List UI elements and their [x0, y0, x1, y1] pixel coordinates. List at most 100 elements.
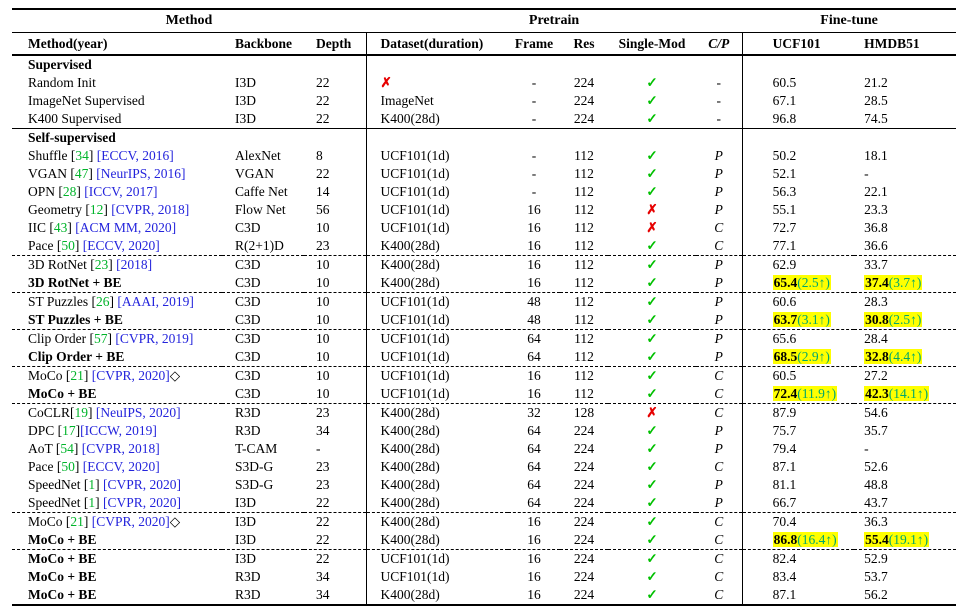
- cell-method: MoCo [21] [CVPR, 2020]◇: [12, 513, 222, 532]
- cell-single-mod: ✓: [608, 183, 696, 201]
- cell-hmdb51: 27.2: [864, 368, 888, 383]
- method-name-text: ]: [88, 405, 96, 420]
- cell-method: ST Puzzles + BE: [12, 311, 222, 330]
- cell-depth: 22: [316, 166, 330, 181]
- venue-link[interactable]: [CVPR, 2018]: [111, 202, 190, 217]
- cell-depth: 34: [316, 569, 330, 584]
- cell-depth: 23: [316, 459, 330, 474]
- cell-dataset: K400(28d): [365, 440, 509, 458]
- cell-method: Supervised: [12, 55, 222, 74]
- table-row: MoCo + BE R3D 34 UCF101(1d) 16 224 ✓ C 83.4 53.7: [12, 568, 956, 586]
- cell-depth: 34: [316, 587, 330, 602]
- cell-cp: C: [714, 405, 724, 420]
- cell-frame: 32: [527, 405, 541, 420]
- table-row: Clip Order + BE C3D 10 UCF101(1d) 64 112 ✓ P 68.…: [12, 348, 957, 367]
- cell-res: 112: [560, 348, 609, 367]
- method-name-text: MoCo + BE: [28, 569, 97, 584]
- venue-link[interactable]: [ICCV, 2017]: [84, 184, 158, 199]
- cell-backbone: C3D: [222, 348, 304, 367]
- cell-depth: 10: [304, 348, 367, 367]
- venue-link[interactable]: [CVPR, 2020]: [91, 514, 170, 529]
- group-header-pretrain: Pretrain: [366, 9, 743, 33]
- col-header-dataset: Dataset(duration): [365, 32, 509, 56]
- cell-depth: -: [316, 441, 321, 456]
- cell-ucf101: 87.1: [741, 586, 855, 605]
- cell-cp: C: [696, 385, 743, 404]
- col-header-ucf101: UCF101: [741, 32, 855, 56]
- cell-depth: 10: [304, 274, 367, 293]
- citation-link[interactable]: 23: [94, 257, 109, 272]
- table-row: Pace [50] [ECCV, 2020] S3D-G 23 K400(28d) 64…: [12, 458, 956, 476]
- score-gain: (11.9↑): [797, 386, 837, 401]
- cell-ucf101: 60.5: [741, 366, 855, 385]
- citation-link[interactable]: 50: [61, 459, 75, 474]
- method-name-text: ]: [83, 368, 92, 383]
- score-gain: (16.4↑): [797, 532, 837, 547]
- citation-link[interactable]: 57: [93, 331, 108, 346]
- citation-link[interactable]: 21: [70, 368, 84, 383]
- check-icon: ✓: [646, 551, 658, 566]
- table-row: MoCo [21] [CVPR, 2020]◇ I3D 22 K400(28d) 16 2…: [12, 512, 956, 532]
- cell-res: 112: [574, 166, 594, 181]
- cell-method: MoCo + BE: [12, 586, 222, 605]
- cell-method: SpeedNet [1] [CVPR, 2020]: [12, 494, 222, 513]
- venue-link[interactable]: [NeuIPS, 2020]: [95, 405, 181, 420]
- citation-link[interactable]: 47: [74, 166, 89, 181]
- venue-link[interactable]: [CVPR, 2020]: [102, 477, 181, 492]
- score-gain: (2.5↑): [797, 275, 830, 290]
- citation-link[interactable]: 1: [88, 477, 96, 492]
- cell-cp: P: [714, 166, 723, 181]
- venue-link[interactable]: [CVPR, 2020]: [91, 368, 170, 383]
- venue-link[interactable]: [ECCV, 2020]: [82, 238, 160, 253]
- method-name-text: ]: [74, 238, 83, 253]
- venue-link[interactable]: [ICCW, 2019]: [80, 423, 157, 438]
- score-value: 68.5: [773, 349, 798, 364]
- venue-link[interactable]: [NeurIPS, 2016]: [96, 166, 186, 181]
- table-row: Pace [50] [ECCV, 2020] R(2+1)D 23 K400(28d)…: [12, 237, 957, 256]
- cell-method: Geometry [12] [CVPR, 2018]: [12, 201, 222, 219]
- cell-hmdb51: 55.4(19.1↑): [854, 531, 957, 550]
- citation-link[interactable]: 12: [89, 202, 104, 217]
- cell-res: 224: [573, 459, 595, 474]
- cell-backbone: [222, 129, 304, 148]
- cell-ucf101: 82.4: [741, 549, 855, 568]
- check-icon: ✓: [646, 75, 658, 90]
- method-name-text: Shuffle [: [28, 148, 76, 163]
- cell-single-mod: ✓: [608, 237, 697, 256]
- cell-depth: 10: [304, 311, 367, 330]
- venue-link[interactable]: [CVPR, 2019]: [115, 331, 194, 346]
- venue-link[interactable]: [AAAI, 2019]: [117, 294, 194, 309]
- cell-frame: 16: [527, 368, 541, 383]
- venue-link[interactable]: [ECCV, 2016]: [96, 148, 174, 163]
- citation-link[interactable]: 34: [75, 148, 89, 163]
- method-name-text: IIC [: [28, 220, 54, 235]
- citation-link[interactable]: 26: [96, 294, 110, 309]
- venue-link[interactable]: [2018]: [116, 257, 153, 272]
- cell-depth: 22: [304, 494, 367, 513]
- method-name-text: MoCo + BE: [28, 532, 97, 547]
- check-icon: ✓: [646, 569, 658, 584]
- citation-link[interactable]: 1: [88, 495, 96, 510]
- cell-hmdb51: 32.8(4.4↑): [854, 348, 957, 367]
- venue-link[interactable]: [CVPR, 2020]: [102, 495, 181, 510]
- citation-link[interactable]: 19: [74, 405, 89, 420]
- cell-frame: 16: [508, 531, 561, 550]
- table-row: VGAN [47] [NeurIPS, 2016] VGAN 22 UCF101(1d…: [12, 165, 956, 183]
- venue-link[interactable]: [ECCV, 2020]: [82, 459, 160, 474]
- citation-link[interactable]: 50: [61, 238, 75, 253]
- cell-single-mod: ✓: [608, 293, 696, 312]
- cell-backbone: C3D: [222, 311, 304, 330]
- venue-link[interactable]: [ACM MM, 2020]: [75, 220, 177, 235]
- citation-link[interactable]: 28: [62, 184, 77, 199]
- venue-link[interactable]: [CVPR, 2018]: [81, 441, 160, 456]
- citation-link[interactable]: 54: [60, 441, 74, 456]
- cell-cp: P: [696, 494, 743, 513]
- citation-link[interactable]: 17: [62, 423, 76, 438]
- cell-single-mod: ✓: [608, 348, 697, 367]
- cell-method: VGAN [47] [NeurIPS, 2016]: [12, 165, 222, 183]
- cell-res: 112: [560, 274, 609, 293]
- citation-link[interactable]: 21: [70, 514, 84, 529]
- table-row: ST Puzzles [26] [AAAI, 2019] C3D 10 UCF101(…: [12, 292, 956, 312]
- score-value: 55.4: [865, 532, 889, 547]
- citation-link[interactable]: 43: [53, 220, 68, 235]
